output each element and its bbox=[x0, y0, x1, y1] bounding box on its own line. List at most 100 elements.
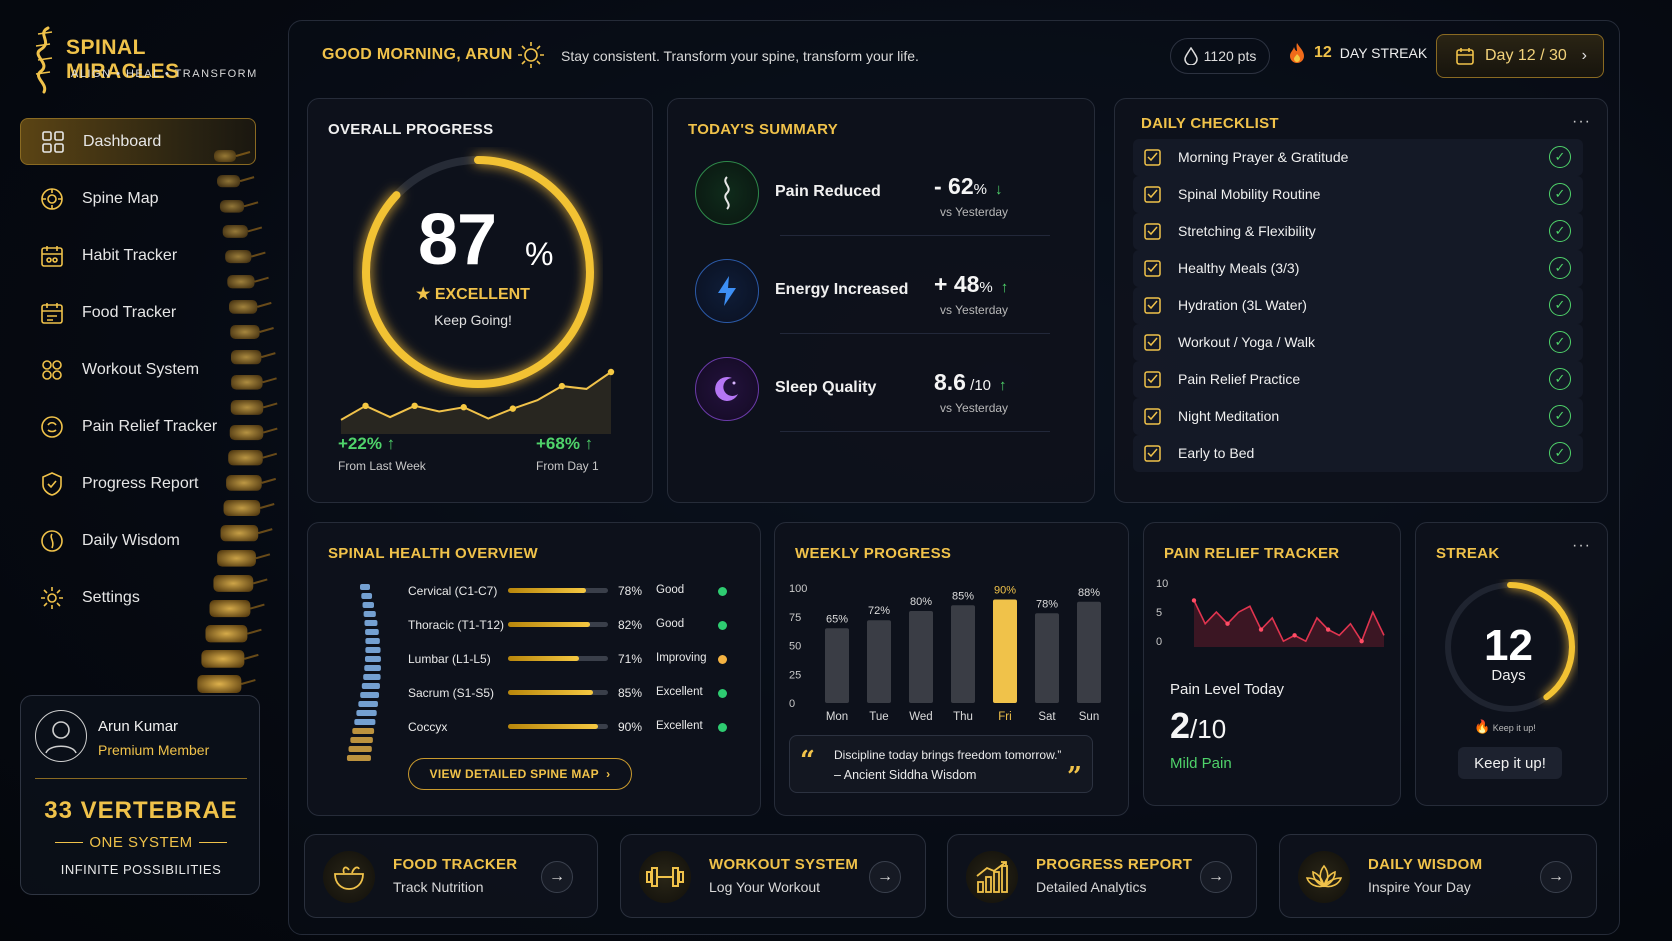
day-progress-button[interactable]: Day 12 / 30 › bbox=[1436, 34, 1604, 78]
checklist-label: Pain Relief Practice bbox=[1178, 371, 1301, 387]
sidebar-item-habit-tracker[interactable]: Habit Tracker bbox=[20, 232, 256, 279]
check-circle-icon[interactable]: ✓ bbox=[1549, 442, 1571, 464]
food-icon bbox=[38, 299, 66, 327]
summary-label: Energy Increased bbox=[775, 281, 909, 298]
check-circle-icon[interactable]: ✓ bbox=[1549, 257, 1571, 279]
pain-line bbox=[1193, 600, 1385, 643]
more-options-icon[interactable]: ··· bbox=[1572, 537, 1591, 554]
checklist-item[interactable]: Workout / Yoga / Walk ✓ bbox=[1133, 324, 1583, 361]
sidebar-item-label: Food Tracker bbox=[82, 303, 177, 321]
vertebra-shape bbox=[213, 575, 254, 592]
trend-point bbox=[509, 405, 517, 412]
arrow-right-icon[interactable]: → bbox=[1540, 861, 1572, 893]
sidebar-item-spine-map[interactable]: Spine Map bbox=[20, 175, 256, 222]
sidebar-item-label: Workout System bbox=[82, 360, 200, 378]
region-percent: 82% bbox=[618, 618, 643, 632]
sidebar-item-progress-report[interactable]: Progress Report bbox=[20, 460, 256, 507]
quick-card-workout-system[interactable]: WORKOUT SYSTEM Log Your Workout → bbox=[620, 834, 926, 918]
mini-vertebra bbox=[360, 692, 380, 698]
weekly-bar[interactable] bbox=[1035, 613, 1059, 703]
checklist-item[interactable]: Pain Relief Practice ✓ bbox=[1133, 361, 1583, 398]
week-stat-label: From Last Week bbox=[338, 459, 426, 473]
vertebra-shape bbox=[201, 650, 245, 668]
weekly-bar[interactable] bbox=[867, 620, 891, 703]
points-badge[interactable]: 1120 pts bbox=[1170, 38, 1270, 74]
vertebra-shape bbox=[229, 300, 258, 314]
bar-value-label: 90% bbox=[994, 585, 1016, 597]
prayer-icon bbox=[1144, 149, 1161, 166]
y-tick-label: 0 bbox=[789, 698, 795, 710]
arrow-right-icon[interactable]: → bbox=[541, 861, 573, 893]
sidebar-item-food-tracker[interactable]: Food Tracker bbox=[20, 289, 256, 336]
day-label: Day 12 / 30 bbox=[1485, 47, 1567, 64]
check-circle-icon[interactable]: ✓ bbox=[1549, 220, 1571, 242]
checkbox-icon bbox=[1144, 371, 1161, 388]
checklist-item[interactable]: Night Meditation ✓ bbox=[1133, 398, 1583, 435]
quick-card-food-tracker[interactable]: FOOD TRACKER Track Nutrition → bbox=[304, 834, 598, 918]
brand-logo[interactable]: SPINAL MIRACLES ALIGN • HEAL • TRANSFORM bbox=[30, 24, 260, 96]
checklist-label: Hydration (3L Water) bbox=[1178, 297, 1307, 313]
check-circle-icon[interactable]: ✓ bbox=[1549, 331, 1571, 353]
divider bbox=[780, 431, 1050, 432]
check-circle-icon[interactable]: ✓ bbox=[1549, 405, 1571, 427]
bar-value-label: 65% bbox=[826, 613, 848, 625]
weekly-bar[interactable] bbox=[1077, 601, 1101, 703]
checklist-item[interactable]: Spinal Mobility Routine ✓ bbox=[1133, 176, 1583, 213]
daily-checklist-card: DAILY CHECKLIST ··· Morning Prayer & Gra… bbox=[1114, 98, 1608, 503]
streak-badge[interactable]: 12 DAY STREAK bbox=[1288, 42, 1427, 64]
mini-vertebra bbox=[361, 683, 380, 689]
mini-vertebra bbox=[362, 602, 375, 608]
checklist-item[interactable]: Healthy Meals (3/3) ✓ bbox=[1133, 250, 1583, 287]
streak-card: STREAK ··· 12 Days 🔥 Keep it up! Keep it… bbox=[1415, 522, 1608, 806]
vertebra-shape bbox=[205, 625, 248, 643]
sidebar-item-settings[interactable]: Settings bbox=[20, 574, 256, 621]
checklist-item[interactable]: Hydration (3L Water) ✓ bbox=[1133, 287, 1583, 324]
summary-label: Sleep Quality bbox=[775, 379, 877, 396]
vertebra-process bbox=[261, 477, 277, 484]
moon-icon bbox=[695, 357, 759, 421]
region-progress-fill bbox=[508, 656, 579, 661]
check-circle-icon[interactable]: ✓ bbox=[1549, 146, 1571, 168]
sidebar-item-workout-system[interactable]: Workout System bbox=[20, 346, 256, 393]
check-circle-icon[interactable]: ✓ bbox=[1549, 368, 1571, 390]
checklist-item[interactable]: Morning Prayer & Gratitude ✓ bbox=[1133, 139, 1583, 176]
avatar[interactable] bbox=[35, 710, 87, 762]
sidebar-item-daily-wisdom[interactable]: Daily Wisdom bbox=[20, 517, 256, 564]
keep-it-up-button[interactable]: Keep it up! bbox=[1458, 747, 1562, 779]
sidebar-item-label: Daily Wisdom bbox=[82, 531, 180, 549]
sidebar-item-pain-relief-tracker[interactable]: Pain Relief Tracker bbox=[20, 403, 256, 450]
card-title: TODAY'S SUMMARY bbox=[688, 121, 839, 138]
checklist-item[interactable]: Early to Bed ✓ bbox=[1133, 435, 1583, 472]
mini-vertebra bbox=[365, 629, 379, 635]
check-circle-icon[interactable]: ✓ bbox=[1549, 183, 1571, 205]
day1-stat: +68% ↑ From Day 1 bbox=[536, 434, 599, 473]
vertebra-process bbox=[262, 402, 278, 409]
weekly-bar[interactable] bbox=[909, 611, 933, 703]
profile-card[interactable]: Arun Kumar Premium Member 33 VERTEBRAE O… bbox=[20, 695, 260, 895]
pain-point bbox=[1191, 598, 1197, 603]
card-title: PAIN RELIEF TRACKER bbox=[1164, 545, 1340, 562]
arrow-right-icon[interactable]: → bbox=[869, 861, 901, 893]
arrow-right-icon[interactable]: → bbox=[1200, 861, 1232, 893]
divider bbox=[55, 842, 83, 843]
checklist-item[interactable]: Stretching & Flexibility ✓ bbox=[1133, 213, 1583, 250]
region-percent: 71% bbox=[618, 652, 643, 666]
summary-sub: vs Yesterday bbox=[940, 303, 1009, 317]
wisdom-quote: “ Discipline today brings freedom tomorr… bbox=[789, 735, 1093, 793]
weekly-bar[interactable] bbox=[951, 605, 975, 703]
x-tick-label: Mon bbox=[826, 711, 848, 723]
vertebra-shape bbox=[231, 375, 263, 390]
summary-value: - 62% ↓ bbox=[934, 173, 1003, 199]
weekly-bar-chart: 100 75 50 25 0 65% Mon 72% Tue 80% Wed 85% Thu 90% Fri… bbox=[789, 583, 1101, 723]
stretch-icon bbox=[1144, 223, 1161, 240]
vertebra-process bbox=[262, 377, 277, 384]
quick-card-progress-report[interactable]: PROGRESS REPORT Detailed Analytics → bbox=[947, 834, 1257, 918]
divider bbox=[780, 333, 1050, 334]
check-circle-icon[interactable]: ✓ bbox=[1549, 294, 1571, 316]
weekly-bar[interactable] bbox=[993, 599, 1017, 704]
view-spine-map-button[interactable]: VIEW DETAILED SPINE MAP › bbox=[408, 758, 632, 790]
quick-card-daily-wisdom[interactable]: DAILY WISDOM Inspire Your Day → bbox=[1279, 834, 1597, 918]
spine-map-icon bbox=[38, 185, 66, 213]
more-options-icon[interactable]: ··· bbox=[1572, 113, 1591, 130]
weekly-bar[interactable] bbox=[825, 628, 849, 703]
